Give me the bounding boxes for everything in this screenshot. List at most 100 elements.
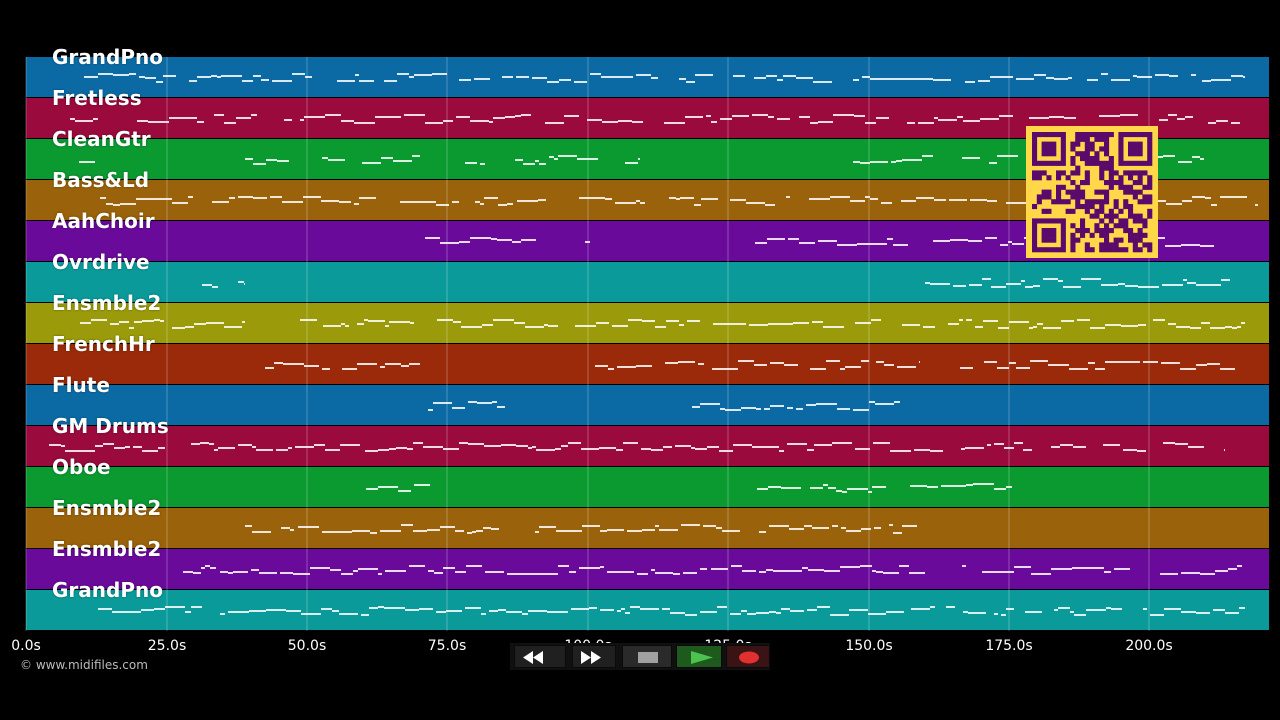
note xyxy=(960,485,966,487)
note xyxy=(380,366,385,368)
note xyxy=(425,122,443,124)
note xyxy=(764,408,770,410)
note xyxy=(1060,444,1073,446)
note xyxy=(1221,279,1230,281)
note xyxy=(579,567,600,569)
track-lane[interactable] xyxy=(26,344,1269,384)
note xyxy=(787,407,793,409)
note xyxy=(272,80,292,82)
fast-forward-button[interactable] xyxy=(572,645,616,668)
note xyxy=(290,529,294,531)
note xyxy=(1181,611,1196,613)
note xyxy=(539,573,552,575)
note xyxy=(724,368,738,370)
note xyxy=(341,323,345,325)
note xyxy=(817,606,830,608)
note xyxy=(413,442,423,444)
note xyxy=(70,118,75,120)
track-lane[interactable] xyxy=(26,467,1269,507)
note xyxy=(512,241,521,243)
note xyxy=(95,445,103,447)
note xyxy=(807,449,814,451)
note xyxy=(994,613,998,615)
note xyxy=(298,526,319,528)
note xyxy=(890,78,898,80)
note xyxy=(1095,368,1105,370)
note xyxy=(716,527,722,529)
note xyxy=(378,486,398,488)
note xyxy=(925,282,930,284)
note xyxy=(865,196,870,198)
note xyxy=(466,565,482,567)
note xyxy=(544,324,548,326)
note xyxy=(857,243,870,245)
note xyxy=(730,613,741,615)
note xyxy=(873,442,890,444)
note xyxy=(1125,285,1138,287)
note xyxy=(459,241,470,243)
note xyxy=(934,199,946,201)
note xyxy=(366,488,378,490)
note xyxy=(1086,567,1104,569)
note xyxy=(521,239,536,241)
note xyxy=(861,528,871,530)
fast-forward-icon xyxy=(581,651,601,664)
record-button[interactable] xyxy=(726,645,770,668)
piano-roll[interactable] xyxy=(0,0,1280,640)
note xyxy=(619,571,634,573)
note xyxy=(717,606,727,608)
note xyxy=(872,570,876,572)
note xyxy=(754,77,766,79)
note xyxy=(691,447,695,449)
note xyxy=(253,163,266,165)
note xyxy=(973,483,994,485)
note xyxy=(868,613,886,615)
note xyxy=(651,449,663,451)
note xyxy=(1220,196,1233,198)
note xyxy=(989,162,997,164)
track-lane[interactable] xyxy=(26,262,1269,302)
note xyxy=(642,320,655,322)
note xyxy=(1208,122,1216,124)
note xyxy=(1033,326,1037,328)
note xyxy=(480,203,484,205)
note xyxy=(467,532,472,534)
note xyxy=(769,525,773,527)
note xyxy=(468,443,484,445)
track-lane[interactable] xyxy=(26,303,1269,343)
note xyxy=(292,73,305,75)
note xyxy=(129,327,134,329)
note xyxy=(330,569,341,571)
stop-button[interactable] xyxy=(622,645,672,668)
note xyxy=(787,443,807,445)
rewind-button[interactable] xyxy=(514,645,566,668)
note xyxy=(616,76,629,78)
note xyxy=(1030,360,1048,362)
note xyxy=(985,237,997,239)
note xyxy=(930,606,935,608)
track-lane[interactable] xyxy=(26,385,1269,425)
note xyxy=(489,121,493,123)
track-lane[interactable] xyxy=(26,508,1269,548)
note xyxy=(655,525,659,527)
track-label: Ensmble2 xyxy=(52,291,162,315)
note xyxy=(628,319,642,321)
note xyxy=(824,570,840,572)
note xyxy=(894,401,900,403)
track-label: Fretless xyxy=(52,86,142,110)
note xyxy=(666,320,679,322)
note xyxy=(1025,286,1033,288)
track-label: Bass&Ld xyxy=(52,168,150,192)
play-button[interactable] xyxy=(676,645,722,668)
note xyxy=(378,573,382,575)
note xyxy=(205,565,210,567)
note xyxy=(1177,118,1185,120)
note xyxy=(1231,75,1243,77)
note xyxy=(579,197,600,199)
note xyxy=(828,487,836,489)
note xyxy=(1072,567,1086,569)
note xyxy=(532,77,547,79)
note xyxy=(322,368,330,370)
note xyxy=(755,242,767,244)
